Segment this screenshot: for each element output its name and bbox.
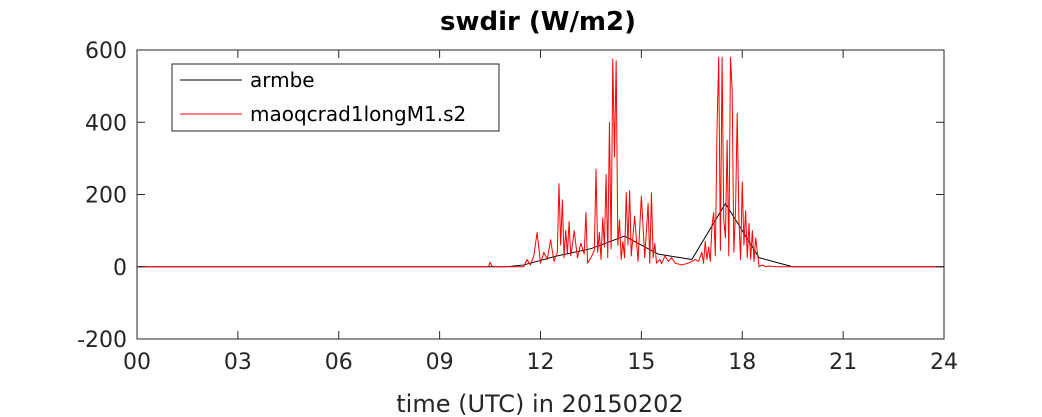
x-tick-label: 24 — [930, 350, 958, 375]
series-line-1 — [137, 56, 944, 268]
x-tick-label: 09 — [426, 350, 454, 375]
x-tick-label: 03 — [224, 350, 252, 375]
x-tick-label: 21 — [829, 350, 857, 375]
y-tick-label: -200 — [77, 328, 127, 353]
y-tick-label: 600 — [85, 39, 127, 64]
x-axis-label: time (UTC) in 20150202 — [396, 390, 683, 417]
legend: armbe maoqcrad1longM1.s2 — [171, 63, 500, 132]
x-tick-label: 18 — [728, 350, 756, 375]
series-layer — [137, 56, 944, 268]
y-tick-label: 400 — [85, 111, 127, 136]
legend-box — [171, 63, 500, 132]
y-tick-label: 0 — [113, 256, 127, 281]
x-tick-label: 15 — [627, 350, 655, 375]
y-axis-ticks: -200 0 200 400 600 — [77, 39, 944, 353]
x-axis-ticks: 00 03 06 09 12 15 18 21 24 — [123, 50, 958, 375]
x-tick-label: 00 — [123, 350, 151, 375]
legend-label-maoqcrad1longM1: maoqcrad1longM1.s2 — [250, 102, 466, 126]
y-tick-label: 200 — [85, 184, 127, 209]
x-tick-label: 12 — [527, 350, 555, 375]
x-tick-label: 06 — [325, 350, 353, 375]
chart-title: swdir (W/m2) — [440, 7, 636, 37]
legend-label-armbe: armbe — [250, 68, 315, 92]
